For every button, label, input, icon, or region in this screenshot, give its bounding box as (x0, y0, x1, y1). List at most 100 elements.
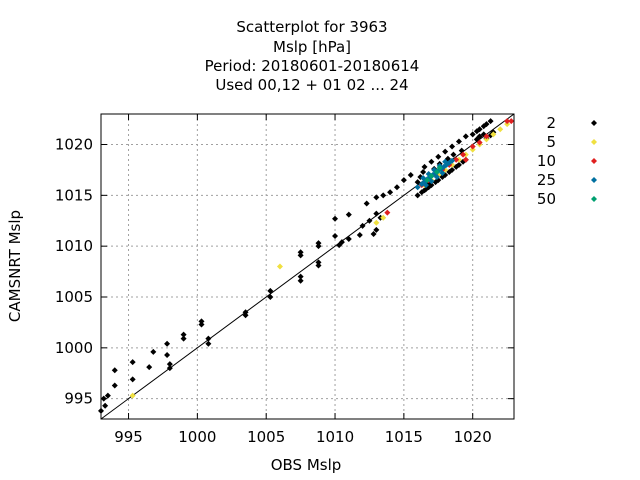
axis-ticks: 995 1000 1005 1010 1015 1020 995 1000 1005 1010 10… (55, 114, 514, 446)
scatter-point (129, 376, 136, 383)
scatter-point (166, 361, 173, 368)
scatter-point (460, 151, 467, 158)
grid (101, 114, 514, 419)
scatter-point (366, 217, 373, 224)
scatter-point (455, 138, 462, 145)
x-tick-label: 1005 (247, 428, 285, 446)
scatter-point (462, 133, 469, 140)
legend-label: 50 (537, 190, 556, 208)
scatter-point (205, 340, 212, 347)
scatter-point (455, 161, 462, 168)
scatter-point (469, 143, 476, 150)
scatter-point (442, 158, 449, 165)
scatter-point (345, 236, 352, 243)
scatter-point (242, 309, 249, 316)
x-tick-label: 1000 (178, 428, 216, 446)
scatter-point (449, 143, 456, 150)
scatter-point (359, 222, 366, 229)
legend-label: 2 (546, 114, 556, 132)
scatter-point (345, 211, 352, 218)
title-line-4: Used 00,12 + 01 02 ... 24 (215, 76, 408, 94)
legend-marker (591, 196, 597, 202)
scatter-point (420, 175, 427, 182)
scatter-point (424, 177, 431, 184)
scatter-point (315, 262, 322, 269)
legend-label: 5 (546, 133, 556, 151)
scatter-point (297, 249, 304, 256)
scatter-point (315, 259, 322, 266)
scatter-point (180, 331, 187, 338)
legend-marker (591, 120, 597, 126)
series-50 (424, 164, 443, 184)
scatter-point (166, 365, 173, 372)
scatter-point (164, 340, 171, 347)
scatter-point (104, 392, 111, 399)
scatter-point (483, 136, 490, 143)
x-tick-label: 1010 (316, 428, 354, 446)
scatter-point (111, 367, 118, 374)
scatter-point (373, 219, 380, 226)
scatter-point (435, 153, 442, 160)
scatter-point (380, 192, 387, 199)
scatter-point (508, 118, 515, 125)
scatter-point (469, 146, 476, 153)
scatter-point (384, 209, 391, 216)
scatter-point (276, 263, 283, 270)
scatter-point (407, 172, 414, 178)
scatter-point (476, 133, 483, 140)
scatter-point (373, 194, 380, 201)
legend-label: 10 (537, 152, 556, 170)
scatter-point (439, 169, 446, 176)
scatter-point (436, 164, 443, 171)
scatter-point (449, 157, 456, 164)
y-tick-label: 1005 (55, 288, 93, 306)
x-tick-label: 1015 (385, 428, 423, 446)
scatter-point (433, 174, 440, 181)
y-tick-label: 1000 (55, 339, 93, 357)
y-axis-label: CAMSNRT Mslp (6, 210, 24, 322)
series-2 (98, 118, 497, 414)
scatter-point (420, 168, 427, 175)
scatter-point (205, 335, 212, 342)
scatter-point (421, 163, 428, 170)
plot-frame (100, 113, 515, 420)
scatter-point (315, 240, 322, 247)
legend-marker (591, 177, 597, 183)
scatter-point (450, 151, 457, 158)
scatter-point (297, 252, 304, 259)
scatter-point (462, 156, 469, 163)
scatter-point (476, 126, 483, 133)
y-tick-label: 1015 (55, 186, 93, 204)
scatter-point (433, 168, 440, 175)
scatter-point (497, 126, 504, 133)
title-line-1: Scatterplot for 3963 (236, 18, 387, 36)
scatter-point (490, 131, 497, 138)
legend-marker (591, 158, 597, 164)
scatter-point (198, 321, 205, 328)
scatter-point (483, 121, 490, 128)
legend-label: 25 (537, 171, 556, 189)
scatter-point (422, 182, 429, 189)
scatter-point (373, 226, 380, 233)
scatter-point (297, 273, 304, 280)
scatter-point (242, 312, 249, 319)
scatter-point (428, 173, 435, 180)
title-line-2: Mslp [hPa] (273, 38, 351, 56)
scatter-point (180, 335, 187, 342)
scatter-point (373, 210, 380, 217)
scatter-point (387, 189, 394, 196)
y-tick-label: 995 (64, 390, 93, 408)
scatter-point (111, 382, 118, 389)
x-axis-label: OBS Mslp (271, 456, 342, 474)
series-5 (129, 121, 511, 399)
scatter-point (150, 348, 157, 355)
scatter-point (393, 184, 400, 191)
scatter-point (198, 318, 205, 325)
scatter-point (504, 118, 511, 125)
scatter-point (332, 215, 339, 222)
scatter-point (400, 177, 407, 184)
scatter-point (267, 287, 274, 294)
scatter-point (469, 131, 476, 138)
scatter-point (442, 148, 449, 155)
